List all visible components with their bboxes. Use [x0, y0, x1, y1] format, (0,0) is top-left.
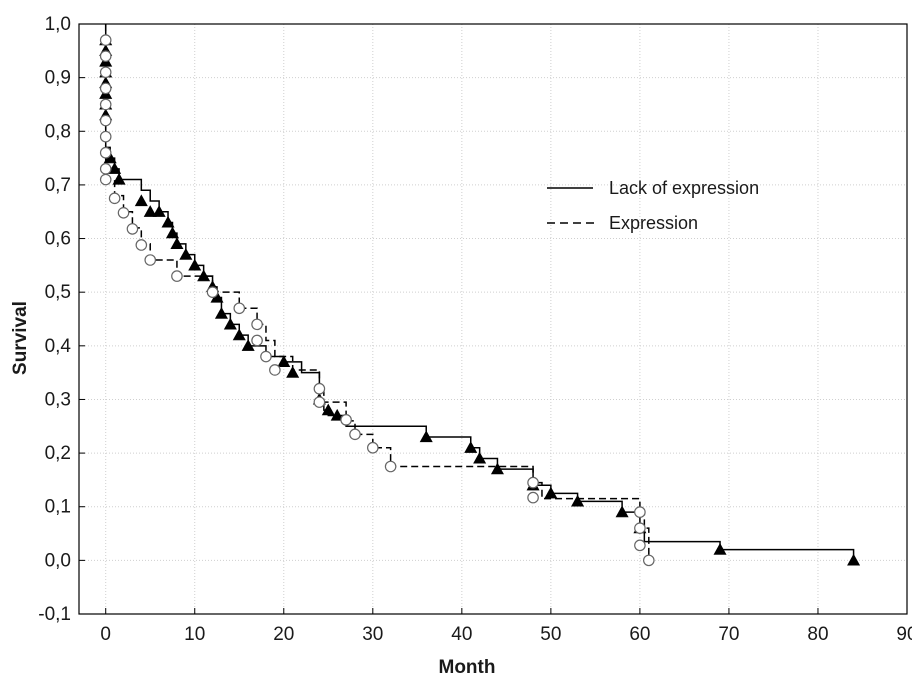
- data-point-expression: [99, 173, 112, 186]
- x-tick-label: 50: [540, 624, 561, 645]
- data-point-expression: [313, 382, 326, 395]
- data-point-expression: [99, 114, 112, 127]
- data-point-lack-of-expression: [615, 505, 629, 518]
- data-point-expression: [349, 428, 361, 441]
- data-point-lack-of-expression: [241, 339, 255, 351]
- data-point-expression: [99, 163, 112, 175]
- data-point-lack-of-expression: [847, 553, 861, 566]
- x-tick-label: 0: [100, 624, 111, 645]
- data-point-lack-of-expression: [134, 194, 148, 207]
- data-point-expression: [260, 350, 272, 363]
- data-point-lack-of-expression: [188, 258, 202, 271]
- data-point-lack-of-expression: [571, 494, 585, 507]
- x-tick-label: 20: [273, 624, 294, 645]
- data-point-expression: [527, 491, 539, 504]
- data-point-lack-of-expression: [232, 328, 246, 341]
- data-point-lack-of-expression: [464, 441, 478, 453]
- y-tick-label: 1,0: [45, 14, 71, 35]
- y-tick-label: 0,0: [45, 550, 71, 571]
- data-point-lack-of-expression: [286, 366, 300, 378]
- legend: Lack of expression Expression: [547, 178, 759, 233]
- data-point-expression: [99, 146, 112, 159]
- data-point-lack-of-expression: [713, 543, 727, 555]
- y-tick-label: 0,8: [45, 121, 71, 142]
- data-point-lack-of-expression: [143, 205, 157, 217]
- x-tick-label: 70: [718, 624, 739, 645]
- data-point-expression: [99, 98, 112, 111]
- y-tick-label: 0,4: [45, 336, 72, 357]
- y-axis: -0,1 0,0 0,1 0,2 0,3 0,4 0,5 0,6 0,7 0,8 0,9 1,0: [38, 14, 85, 625]
- data-point-lack-of-expression: [108, 162, 122, 174]
- data-point-expression: [634, 539, 646, 552]
- data-point-lack-of-expression: [152, 205, 166, 217]
- data-point-lack-of-expression: [214, 307, 228, 319]
- data-point-expression: [643, 554, 655, 567]
- data-point-expression: [634, 522, 646, 534]
- data-point-expression: [313, 396, 326, 408]
- plot-area: [78, 23, 908, 615]
- data-point-lack-of-expression: [165, 226, 179, 239]
- data-point-expression: [99, 82, 112, 95]
- data-point-lack-of-expression: [330, 408, 344, 421]
- y-tick-label: 0,9: [45, 68, 71, 89]
- data-point-expression: [340, 414, 352, 426]
- data-point-expression: [99, 130, 112, 143]
- legend-label-lack-of-expression: Lack of expression: [609, 178, 759, 198]
- y-tick-label: 0,7: [45, 175, 71, 196]
- data-point-expression: [99, 50, 112, 62]
- y-tick-label: 0,3: [45, 389, 71, 410]
- data-point-expression: [634, 506, 646, 518]
- data-point-expression: [206, 286, 219, 298]
- y-axis-title: Survival: [10, 301, 31, 375]
- data-point-expression: [367, 441, 379, 454]
- x-tick-label: 80: [807, 624, 828, 645]
- data-point-lack-of-expression: [179, 248, 193, 260]
- x-tick-label: 40: [451, 624, 472, 645]
- grid: [79, 23, 908, 615]
- data-point-expression: [527, 476, 539, 489]
- x-tick-label: 60: [629, 624, 650, 645]
- y-tick-label: 0,5: [45, 282, 71, 303]
- data-point-lack-of-expression: [277, 355, 291, 368]
- data-point-expression: [108, 192, 121, 205]
- data-point-expression: [233, 302, 246, 315]
- x-axis: 0 10 20 30 40 50 60 70 80 90: [100, 608, 912, 645]
- x-tick-label: 30: [362, 624, 383, 645]
- y-tick-label: 0,1: [45, 497, 71, 518]
- data-point-expression: [251, 334, 263, 347]
- data-point-expression: [135, 239, 148, 251]
- data-point-expression: [384, 460, 397, 473]
- data-point-expression: [144, 254, 157, 266]
- data-point-expression: [269, 364, 281, 376]
- legend-label-expression: Expression: [609, 213, 698, 233]
- data-point-expression: [99, 66, 112, 79]
- data-point-expression: [117, 207, 130, 219]
- data-point-lack-of-expression: [490, 462, 504, 475]
- data-point-lack-of-expression: [223, 317, 237, 330]
- x-tick-label: 90: [896, 624, 912, 645]
- series-layer: [99, 24, 861, 567]
- data-point-lack-of-expression: [321, 403, 335, 416]
- x-axis-title: Month: [439, 657, 496, 678]
- data-point-expression: [126, 223, 139, 235]
- y-tick-label: 0,6: [45, 229, 71, 250]
- data-point-lack-of-expression: [161, 215, 175, 228]
- x-tick-label: 10: [184, 624, 205, 645]
- data-point-expression: [251, 318, 263, 331]
- y-tick-label: 0,2: [45, 443, 71, 464]
- data-point-lack-of-expression: [419, 430, 433, 443]
- data-point-lack-of-expression: [473, 451, 487, 464]
- data-point-expression: [99, 34, 112, 46]
- data-point-lack-of-expression: [112, 172, 126, 185]
- data-point-lack-of-expression: [170, 237, 184, 250]
- data-point-expression: [171, 270, 183, 282]
- y-tick-label: -0,1: [38, 604, 71, 625]
